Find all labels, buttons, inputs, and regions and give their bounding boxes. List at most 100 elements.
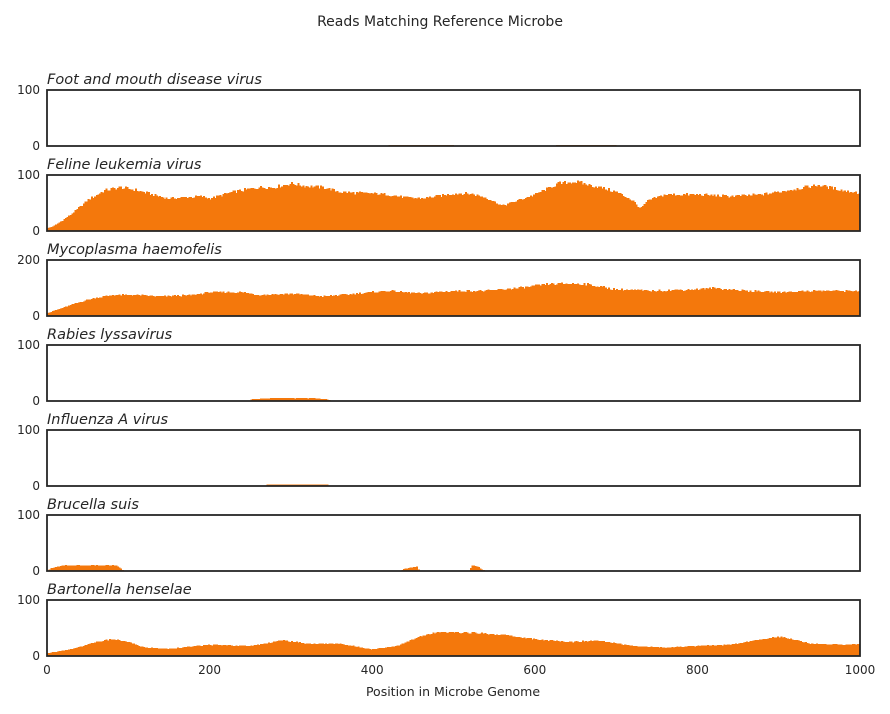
coverage-bar xyxy=(123,294,126,316)
coverage-bar xyxy=(515,636,518,656)
coverage-bar xyxy=(76,647,79,656)
coverage-bar xyxy=(656,647,659,656)
coverage-bar xyxy=(736,643,739,656)
coverage-bar xyxy=(533,285,536,316)
coverage-bar xyxy=(313,295,316,316)
coverage-bar xyxy=(739,290,742,316)
coverage-bar xyxy=(406,292,409,316)
coverage-bar xyxy=(715,196,718,231)
coverage-bar xyxy=(388,291,391,316)
coverage-bar xyxy=(526,286,529,316)
coverage-bar xyxy=(803,291,806,316)
coverage-bar xyxy=(721,194,724,231)
coverage-bar xyxy=(773,191,776,231)
coverage-bar xyxy=(469,291,472,316)
coverage-bar xyxy=(751,195,754,231)
coverage-bar xyxy=(804,291,807,316)
coverage-bar xyxy=(764,192,767,231)
coverage-bar xyxy=(440,631,443,656)
coverage-bar xyxy=(772,292,775,316)
coverage-bar xyxy=(577,180,580,231)
coverage-bar xyxy=(710,194,713,231)
coverage-bar xyxy=(77,207,80,231)
coverage-bar xyxy=(497,635,500,656)
coverage-bar xyxy=(416,198,419,231)
coverage-bar xyxy=(401,643,404,656)
coverage-bar xyxy=(536,639,539,656)
coverage-bar xyxy=(289,641,292,656)
coverage-bar xyxy=(471,193,474,231)
coverage-bar xyxy=(471,291,474,316)
coverage-bar xyxy=(585,641,588,656)
coverage-bar xyxy=(404,291,407,316)
coverage-bar xyxy=(812,184,815,231)
coverage-bar xyxy=(718,196,721,231)
coverage-bar xyxy=(198,645,201,656)
coverage-bar xyxy=(258,295,261,316)
coverage-bar xyxy=(126,187,129,231)
coverage-bar xyxy=(516,636,519,656)
coverage-bar xyxy=(155,195,158,231)
coverage-bar xyxy=(811,643,814,656)
coverage-bar xyxy=(565,641,568,656)
coverage-bar xyxy=(733,197,736,231)
coverage-bar xyxy=(316,185,319,231)
coverage-bar xyxy=(227,645,230,656)
coverage-bar xyxy=(611,289,614,316)
coverage-bar xyxy=(663,290,666,316)
coverage-bar xyxy=(347,191,350,231)
coverage-bar xyxy=(560,282,563,316)
coverage-bar xyxy=(271,187,274,231)
coverage-bar xyxy=(282,185,285,231)
coverage-bar xyxy=(206,645,209,656)
coverage-bar xyxy=(804,185,807,231)
coverage-bar xyxy=(816,291,819,316)
panel-frame xyxy=(46,514,861,572)
coverage-bar xyxy=(518,637,521,656)
coverage-bar xyxy=(700,645,703,656)
coverage-bar xyxy=(325,643,328,656)
coverage-bar xyxy=(645,201,648,231)
coverage-bar xyxy=(726,196,729,231)
coverage-bar xyxy=(146,191,149,231)
coverage-bar xyxy=(86,299,89,316)
coverage-bar xyxy=(707,645,710,656)
coverage-bar xyxy=(598,186,601,231)
coverage-bar xyxy=(557,182,560,231)
coverage-bar xyxy=(679,289,682,316)
coverage-bar xyxy=(798,189,801,231)
coverage-bar xyxy=(749,641,752,656)
coverage-bar xyxy=(185,647,188,656)
coverage-bar xyxy=(92,565,95,571)
coverage-bar xyxy=(754,640,757,656)
coverage-bar xyxy=(260,643,263,656)
coverage-bar xyxy=(224,645,227,656)
coverage-bar xyxy=(165,296,168,316)
coverage-bar xyxy=(386,195,389,231)
coverage-bar xyxy=(310,644,313,656)
x-axis: 0 200 400 600 800 1000 xyxy=(43,663,875,677)
coverage-bar xyxy=(222,194,225,231)
coverage-bar xyxy=(159,648,162,656)
coverage-bar xyxy=(603,641,606,656)
coverage-bar xyxy=(664,195,667,231)
panel-title: Foot and mouth disease virus xyxy=(47,72,262,88)
coverage-bar xyxy=(315,398,318,401)
coverage-bar xyxy=(463,632,466,656)
coverage-bar xyxy=(790,638,793,656)
coverage-bar xyxy=(443,291,446,316)
coverage-bar xyxy=(825,186,828,231)
coverage-bar xyxy=(396,645,399,656)
coverage-bar xyxy=(528,637,531,656)
coverage-bar xyxy=(82,565,85,571)
coverage-bar xyxy=(760,194,763,231)
coverage-bar xyxy=(84,300,87,316)
coverage-bar xyxy=(460,291,463,316)
coverage-bar xyxy=(338,644,341,656)
coverage-bar xyxy=(175,296,178,316)
coverage-bar xyxy=(528,197,531,231)
coverage-bar xyxy=(526,637,529,656)
coverage-bar xyxy=(77,647,80,656)
coverage-bar xyxy=(154,296,157,316)
coverage-bar xyxy=(785,292,788,316)
